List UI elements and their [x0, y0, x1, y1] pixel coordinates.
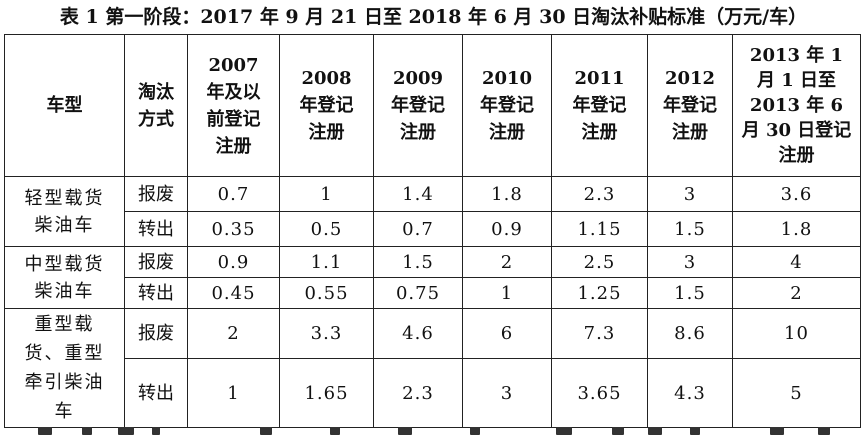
- cropped-next-line: [0, 427, 867, 435]
- value-cell: 1.5: [647, 277, 733, 309]
- value-cell: 3.65: [551, 358, 648, 428]
- value-cell: 4: [732, 246, 861, 278]
- value-cell: 1.5: [647, 211, 733, 247]
- value-cell: 3: [647, 176, 733, 212]
- table-caption: 表 1 第一阶段：2017 年 9 月 21 日至 2018 年 6 月 30 …: [59, 6, 808, 28]
- value-cell: 2: [462, 246, 552, 278]
- header-year-2009: 2009 年登记注册: [373, 34, 463, 177]
- header-year-2007: 2007 年及以前登记注册: [187, 34, 280, 177]
- value-cell: 2: [187, 308, 280, 359]
- table-row: 转出 0.35 0.5 0.7 0.9 1.15 1.5 1.8: [5, 211, 861, 247]
- value-cell: 4.6: [373, 308, 463, 359]
- value-cell: 1.8: [462, 176, 552, 212]
- table-row: 中型载货柴油车 报废 0.9 1.1 1.5 2 2.5 3 4: [4, 246, 861, 309]
- table-row: 轻型载货柴油车 报废 0.7 1 1.4 1.8 2.3 3 3.6: [4, 176, 861, 247]
- value-cell: 2.5: [551, 246, 648, 278]
- value-cell: 0.9: [187, 246, 280, 278]
- value-cell: 0.9: [462, 211, 552, 247]
- header-year-2008: 2008 年登记注册: [279, 34, 374, 177]
- value-cell: 4.3: [647, 358, 733, 428]
- value-cell: 8.6: [647, 308, 733, 359]
- value-cell: 2.3: [551, 176, 648, 212]
- method-cell: 转出: [124, 211, 188, 247]
- vehicle-type-medium: 中型载货柴油车: [4, 246, 125, 309]
- table-row: 重型载货、重型牵引柴油车 报废 2 3.3 4.6 6 7.3 8.6 10: [4, 308, 861, 428]
- value-cell: 1.65: [279, 358, 374, 428]
- vehicle-type-light: 轻型载货柴油车: [4, 176, 125, 247]
- value-cell: 2.3: [373, 358, 463, 428]
- vehicle-type-heavy: 重型载货、重型牵引柴油车: [4, 308, 125, 428]
- method-cell: 转出: [124, 277, 188, 309]
- header-year-2011: 2011 年登记注册: [551, 34, 648, 177]
- value-cell: 0.55: [279, 277, 374, 309]
- table-row: 转出 0.45 0.55 0.75 1 1.25 1.5 2: [5, 277, 861, 309]
- value-cell: 7.3: [551, 308, 648, 359]
- header-year-2013h1: 2013 年 1 月 1 日至 2013 年 6 月 30 日登记注册: [732, 34, 861, 177]
- method-cell: 报废: [124, 176, 188, 212]
- value-cell: 1: [279, 176, 374, 212]
- value-cell: 3.6: [732, 176, 861, 212]
- method-cell: 转出: [124, 358, 188, 428]
- value-cell: 1.1: [279, 246, 374, 278]
- table-row: 转出 1 1.65 2.3 3 3.65 4.3 5: [5, 358, 861, 428]
- value-cell: 6: [462, 308, 552, 359]
- method-cell: 报废: [124, 308, 188, 359]
- header-vehicle-type: 车型: [4, 34, 125, 177]
- value-cell: 0.45: [187, 277, 280, 309]
- value-cell: 1.8: [732, 211, 861, 247]
- value-cell: 1.25: [551, 277, 648, 309]
- subsidy-table: 车型 淘汰方式 2007 年及以前登记注册 2008 年登记注册 2009 年登…: [4, 34, 861, 428]
- method-cell: 报废: [124, 246, 188, 278]
- value-cell: 1: [462, 277, 552, 309]
- value-cell: 2: [732, 277, 861, 309]
- value-cell: 3.3: [279, 308, 374, 359]
- header-year-2012: 2012 年登记注册: [647, 34, 733, 177]
- value-cell: 3: [462, 358, 552, 428]
- value-cell: 3: [647, 246, 733, 278]
- header-year-2010: 2010 年登记注册: [462, 34, 552, 177]
- value-cell: 1: [187, 358, 280, 428]
- value-cell: 10: [732, 308, 861, 359]
- value-cell: 0.35: [187, 211, 280, 247]
- value-cell: 1.5: [373, 246, 463, 278]
- value-cell: 1.4: [373, 176, 463, 212]
- value-cell: 1.15: [551, 211, 648, 247]
- value-cell: 5: [732, 358, 861, 428]
- header-method: 淘汰方式: [124, 34, 188, 177]
- value-cell: 0.75: [373, 277, 463, 309]
- value-cell: 0.7: [187, 176, 280, 212]
- value-cell: 0.7: [373, 211, 463, 247]
- header-row: 车型 淘汰方式 2007 年及以前登记注册 2008 年登记注册 2009 年登…: [4, 34, 861, 177]
- value-cell: 0.5: [279, 211, 374, 247]
